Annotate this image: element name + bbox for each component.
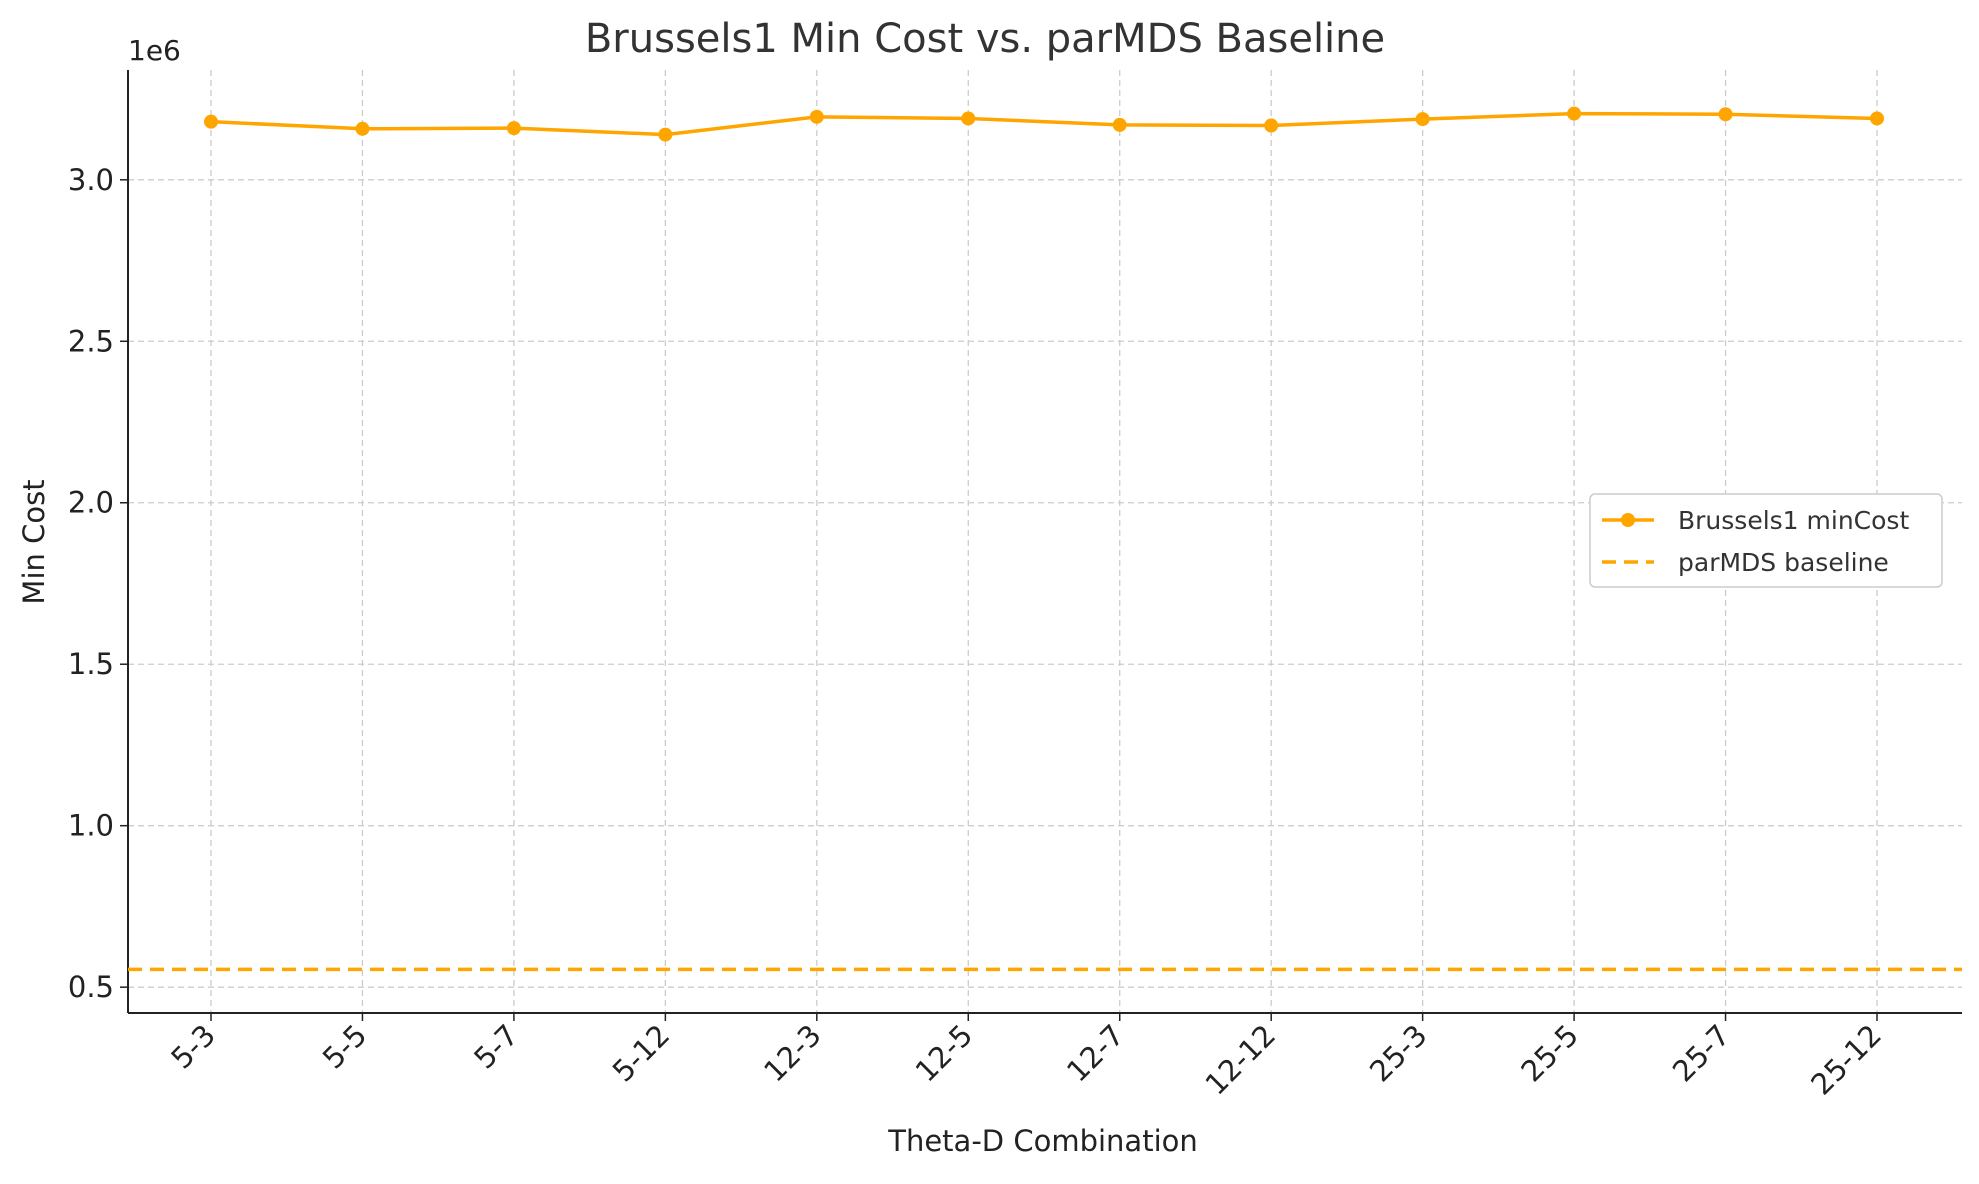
data-point — [1112, 117, 1127, 132]
x-tick-label: 5-3 — [164, 1018, 222, 1076]
y-tick-label: 1.0 — [68, 809, 114, 843]
x-tick-label: 12-7 — [1060, 1018, 1131, 1089]
data-point — [1870, 111, 1884, 126]
y-tick-label: 2.5 — [68, 324, 114, 358]
legend: Brussels1 minCost parMDS baseline — [1589, 493, 1943, 588]
x-tick-label: 25-7 — [1666, 1018, 1737, 1089]
y-tick-label: 1.5 — [68, 647, 114, 681]
x-tick-label: 5-5 — [316, 1018, 374, 1076]
data-point — [355, 121, 370, 136]
x-tick-label: 25-3 — [1363, 1018, 1434, 1089]
data-point — [809, 109, 824, 124]
chart-title: Brussels1 Min Cost vs. parMDS Baseline — [585, 16, 1385, 62]
legend-box — [1589, 493, 1943, 588]
series-line-mincost — [210, 111, 1878, 137]
x-tick-label: 25-5 — [1514, 1018, 1585, 1089]
legend-label-series-1: Brussels1 minCost — [1678, 506, 1909, 535]
data-point — [204, 114, 218, 129]
data-point — [658, 127, 673, 142]
x-tick-label: 12-12 — [1198, 1018, 1282, 1102]
data-point — [1718, 107, 1733, 122]
y-axis-label: Min Cost — [17, 479, 51, 604]
data-point — [1567, 106, 1582, 121]
data-point — [1264, 118, 1279, 133]
y-tick-label: 2.0 — [68, 486, 114, 520]
x-axis-label: Theta-D Combination — [887, 1124, 1198, 1158]
data-point — [506, 121, 521, 136]
legend-label-series-2: parMDS baseline — [1678, 548, 1889, 577]
legend-marker — [1621, 513, 1635, 527]
x-tick-label: 12-3 — [757, 1018, 828, 1089]
x-tick-label: 25-12 — [1804, 1018, 1888, 1102]
x-tick-label: 5-12 — [606, 1018, 677, 1089]
data-point — [961, 111, 976, 126]
y-offset-label: 1e6 — [128, 34, 181, 67]
x-tick-label: 5-7 — [467, 1018, 525, 1076]
data-point — [1415, 112, 1430, 127]
x-tick-label: 12-5 — [909, 1018, 980, 1089]
y-tick-label: 0.5 — [68, 970, 114, 1004]
y-tick-label: 3.0 — [68, 163, 114, 197]
